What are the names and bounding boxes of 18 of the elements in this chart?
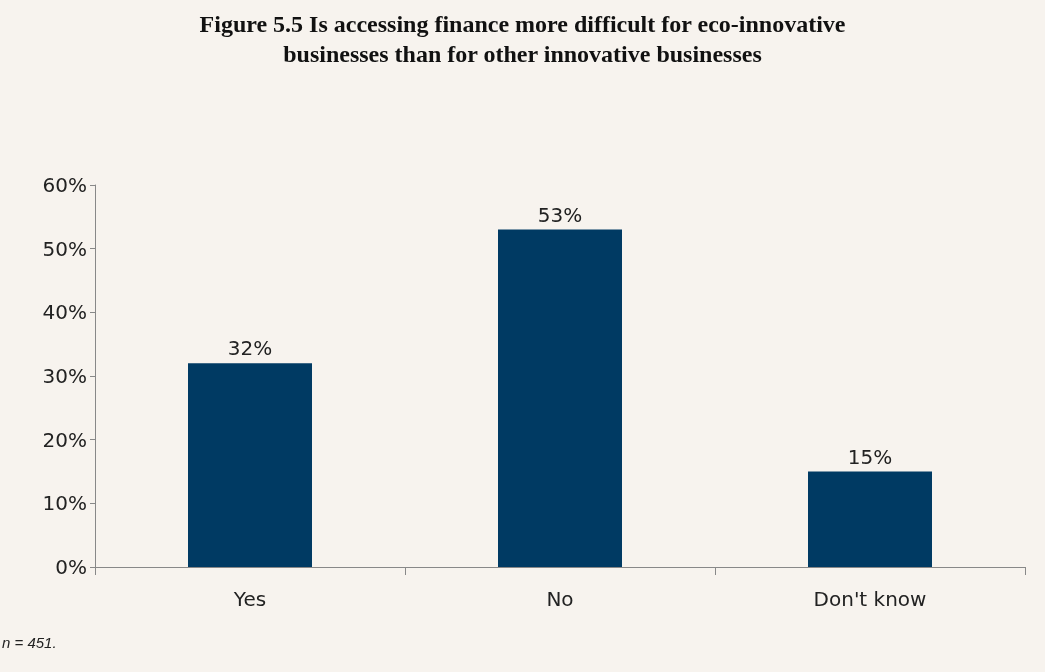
y-tick-label: 10% bbox=[42, 491, 87, 516]
y-tick-label: 60% bbox=[42, 173, 87, 197]
y-tick-label: 30% bbox=[42, 364, 87, 388]
data-label: 15% bbox=[847, 444, 893, 469]
chart-title: Figure 5.5 Is accessing finance more difficult for eco-innovative businesses than for other innovative businesses bbox=[199, 11, 846, 67]
x-tick-label: No bbox=[546, 587, 574, 611]
y-tick-label: 0% bbox=[55, 555, 87, 579]
x-tick-label: Yes bbox=[232, 587, 267, 611]
x-tick-label: Don't know bbox=[813, 587, 927, 611]
bar bbox=[808, 471, 932, 567]
y-tick-label: 50% bbox=[42, 236, 87, 261]
bar bbox=[188, 363, 312, 567]
data-label: 53% bbox=[537, 202, 583, 227]
text: n = 451. bbox=[2, 634, 57, 651]
y-tick-label: 40% bbox=[42, 300, 87, 325]
bar bbox=[498, 229, 622, 567]
data-label: 32% bbox=[227, 336, 273, 361]
y-tick-label: 20% bbox=[42, 427, 87, 452]
